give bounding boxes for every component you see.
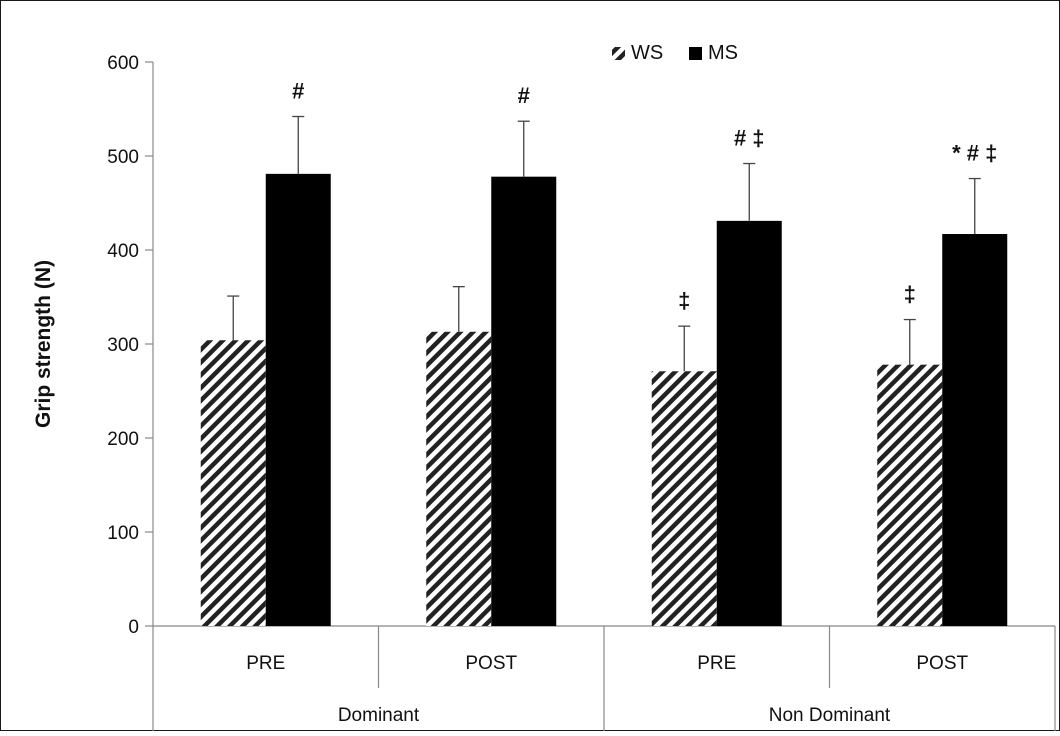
significance-annotation: #	[292, 79, 304, 104]
y-axis-title: Grip strength (N)	[32, 260, 55, 428]
y-tick-label: 100	[107, 523, 139, 544]
significance-annotation: ‡	[904, 282, 916, 307]
legend-swatch-ms	[689, 47, 702, 60]
y-tick-label: 0	[128, 617, 139, 638]
significance-annotation: ‡	[678, 288, 690, 313]
legend-swatch-ws	[612, 47, 625, 60]
category-label: PRE	[697, 653, 736, 674]
bar-ms	[942, 234, 1008, 626]
group-label: Dominant	[338, 705, 420, 726]
category-label: PRE	[246, 653, 285, 674]
bar-ws	[651, 371, 717, 626]
y-tick-label: 300	[107, 335, 139, 356]
bar-ms	[265, 173, 331, 627]
bar-ms	[716, 220, 782, 627]
legend-label: MS	[708, 42, 738, 64]
group-label: Non Dominant	[769, 705, 891, 726]
significance-annotation: * # ‡	[952, 141, 997, 166]
category-label: POST	[916, 653, 968, 674]
bar-ws	[877, 364, 943, 626]
bar-ms	[491, 176, 557, 626]
y-tick-label: 400	[107, 241, 139, 262]
significance-annotation: # ‡	[734, 126, 765, 151]
significance-annotation: #	[518, 83, 530, 108]
legend-label: WS	[631, 42, 663, 64]
y-tick-label: 600	[107, 53, 139, 74]
y-tick-label: 200	[107, 429, 139, 450]
bar-ws	[426, 331, 492, 626]
y-tick-label: 500	[107, 147, 139, 168]
bar-ws	[200, 340, 266, 626]
category-label: POST	[465, 653, 517, 674]
